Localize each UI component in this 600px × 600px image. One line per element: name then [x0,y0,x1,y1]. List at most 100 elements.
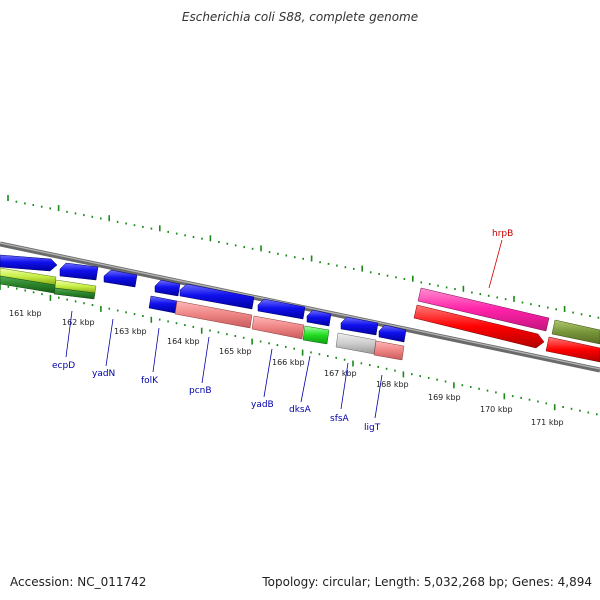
scale-dot [555,308,557,311]
scale-label: 163 kbp [114,327,147,336]
scale-dot [276,344,279,347]
scale-dot [116,220,119,223]
scale-dot [217,331,220,334]
scale-dot [444,380,447,383]
gene-labels: ecpD yadN folK pcnB yadB dksA sfsA ligT … [52,229,513,433]
gene-label-yadB[interactable]: yadB [251,400,274,410]
scale-dot [530,303,532,306]
scale-dot [419,375,421,378]
scale-dot [268,342,270,345]
scale-dot [572,311,574,314]
scale-dot [394,369,396,372]
gene-feature[interactable] [0,254,58,272]
scale-dot [378,273,380,275]
gene-feature[interactable] [373,340,405,361]
scale-dot [327,355,329,357]
scale-tick [412,275,414,282]
scale-dot [395,276,397,279]
scale-tick [352,360,354,367]
gene-label-dksA[interactable]: dksA [289,405,312,415]
scale-dot [437,284,439,287]
gene-feature[interactable] [59,262,99,281]
gene-label-sfsA[interactable]: sfsA [330,414,350,424]
gene-label-leader [263,348,273,398]
gene-feature[interactable] [378,324,407,343]
gene-label-pcnB[interactable]: pcnB [189,386,212,396]
scale-dot [511,395,514,398]
scale-tick [361,265,363,272]
scale-tick [503,393,506,400]
gene-feature[interactable] [154,279,181,297]
scale-dot [158,318,161,321]
scale-tick [260,245,262,252]
scale-dot [528,398,531,401]
scale-dot [496,296,498,299]
scale-dot [184,324,186,327]
scale-label: 161 kbp [9,309,42,318]
scale-dot [167,320,169,323]
gene-feature[interactable] [257,298,306,320]
scale-dot [175,322,178,325]
scale-dot [66,298,68,301]
gene-feature[interactable] [340,316,379,336]
gene-label-folK[interactable]: folK [141,376,159,386]
scale-dot [369,364,371,367]
scale-dot [369,271,372,274]
scale-dot [234,244,237,247]
gene-label-hrpB[interactable]: hrpB [492,229,513,239]
scale-dot [74,300,77,303]
scale-dot [142,315,144,317]
scale-dot [478,387,480,390]
scale-dot [285,345,287,348]
gene-label-leaders [65,239,503,419]
scale-label: 164 kbp [167,337,200,346]
gene-label-leader [300,355,311,403]
scale-dot [310,351,312,354]
scale-dot [83,214,85,217]
gene-label-ecpD[interactable]: ecpD [52,361,75,371]
scale-tick [150,316,153,323]
scale-tick [462,285,465,292]
gene-feature[interactable] [179,283,255,310]
gene-feature[interactable] [335,332,377,355]
gene-feature[interactable] [174,300,253,329]
gene-label-yadN[interactable]: yadN [92,369,115,379]
scale-dot [16,287,18,290]
gene-feature[interactable] [148,295,178,314]
scale-dot [336,264,338,267]
scale-dot [234,335,237,337]
gene-feature[interactable] [545,336,600,363]
gene-feature[interactable] [413,304,545,349]
scale-dot [242,336,245,339]
accession-text: Accession: NC_011742 [10,575,147,589]
scale-tick [100,305,102,312]
gene-feature[interactable] [417,287,550,332]
gene-label-ligT[interactable]: ligT [364,423,381,433]
scale-dot [520,396,522,399]
gene-feature[interactable] [302,325,330,345]
scale-dot [133,313,136,316]
scale-dot [133,224,136,227]
scale-labels: 161 kbp 162 kbp 163 kbp 164 kbp 165 kbp … [9,309,564,427]
gene-feature[interactable] [53,287,96,300]
scale-dot [277,252,279,255]
scale-label: 166 kbp [272,358,305,367]
scale-dot [587,411,590,414]
scale-dot [538,304,541,307]
scale-dot [353,267,355,270]
scale-dot [335,356,337,359]
scale-dot [58,296,60,299]
gene-feature[interactable] [103,269,138,288]
scale-dot [294,256,296,259]
scale-tick [513,295,515,302]
scale-dot [385,367,388,370]
scale-dot [125,311,127,314]
scale-dot [302,257,304,260]
map-title: Escherichia coli S88, complete genome [181,10,419,24]
scale-dot [83,302,85,305]
gene-feature[interactable] [251,315,305,340]
scale-tick [49,294,52,301]
gene-feature[interactable] [551,319,600,345]
gene-feature[interactable] [306,309,332,327]
